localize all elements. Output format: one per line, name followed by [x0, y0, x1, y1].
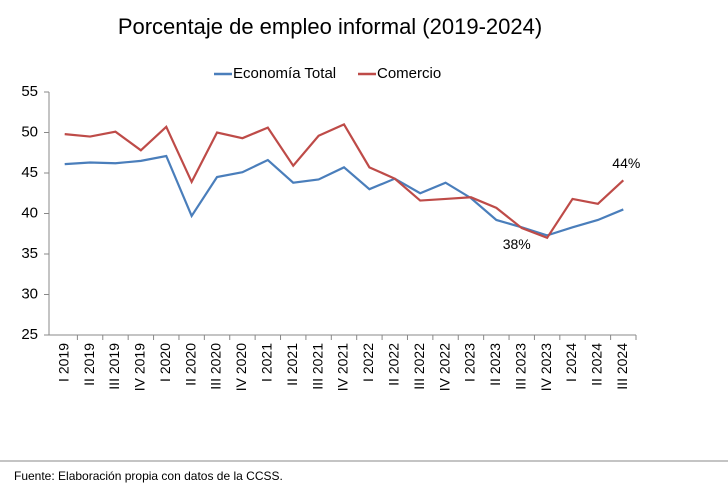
x-tick-label: III 2024	[614, 343, 630, 390]
x-tick-label: II 2021	[284, 343, 300, 386]
x-tick-label: III 2019	[106, 343, 122, 390]
x-tick-label: I 2024	[563, 343, 579, 382]
source-note: Fuente: Elaboración propia con datos de …	[14, 469, 283, 483]
data-label: 44%	[612, 155, 640, 171]
x-tick-label: I 2020	[157, 343, 173, 382]
legend-label: Economía Total	[233, 65, 336, 82]
x-tick-label: II 2019	[81, 343, 97, 386]
x-tick-label: I 2023	[462, 343, 478, 382]
x-tick-label: II 2023	[487, 343, 503, 386]
y-tick-label: 25	[21, 326, 38, 343]
x-tick-label: II 2024	[589, 343, 605, 386]
y-tick-label: 50	[21, 123, 38, 140]
x-tick-label: IV 2022	[436, 343, 452, 391]
y-tick-label: 55	[21, 83, 38, 100]
data-label: 38%	[503, 236, 531, 252]
x-tick-label: III 2021	[309, 343, 325, 390]
y-tick-label: 40	[21, 204, 38, 221]
series-line	[64, 154, 624, 237]
x-tick-label: II 2022	[385, 343, 401, 386]
x-tick-label: IV 2019	[132, 343, 148, 391]
x-tick-label: III 2020	[208, 343, 224, 390]
y-tick-label: 35	[21, 245, 38, 262]
legend-label: Comercio	[377, 65, 441, 82]
chart-title: Porcentaje de empleo informal (2019-2024…	[118, 14, 542, 39]
x-tick-label: III 2023	[512, 343, 528, 390]
x-tick-label: I 2021	[259, 343, 275, 382]
y-tick-label: 45	[21, 164, 38, 181]
x-tick-label: IV 2021	[335, 343, 351, 391]
x-tick-label: IV 2023	[538, 343, 554, 391]
series-line	[64, 122, 625, 240]
x-tick-label: III 2022	[411, 343, 427, 390]
x-tick-label: I 2019	[55, 343, 71, 382]
x-tick-label: IV 2020	[233, 343, 249, 391]
y-tick-label: 30	[21, 285, 38, 302]
x-tick-label: II 2020	[182, 343, 198, 386]
x-tick-label: I 2022	[360, 343, 376, 382]
